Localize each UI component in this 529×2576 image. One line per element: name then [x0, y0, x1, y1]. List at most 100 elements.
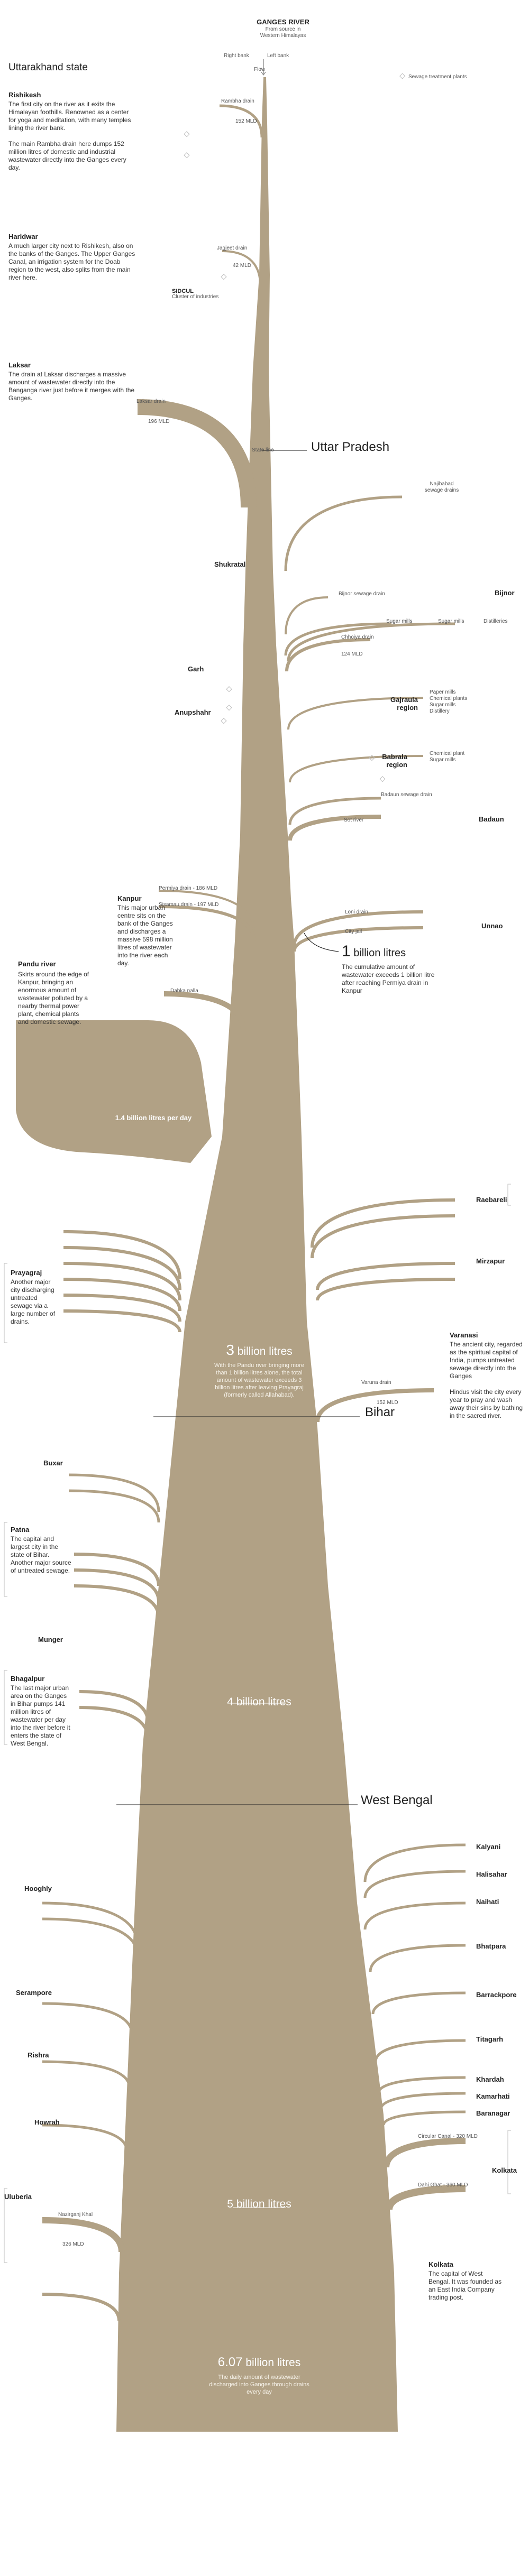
city-garh: Garh — [188, 665, 204, 673]
left-drain-25 — [42, 2293, 121, 2321]
city-kanpur-desc: This major urban centre sits on the bank… — [117, 904, 173, 967]
total-3-billion-num: 3 — [226, 1342, 234, 1358]
state-west-bengal: West Bengal — [361, 1793, 433, 1807]
total-3-billion: 3 billion litres — [201, 1342, 317, 1358]
graphic-subtitle: From source in Western Himalayas — [260, 26, 306, 39]
treatment-plant-icon-2 — [221, 274, 227, 280]
city-bracket-4 — [507, 1184, 511, 1206]
total-1-billion: 1 billion litres — [342, 943, 406, 960]
right-drain-7 — [288, 797, 381, 825]
city-prayagraj: Prayagraj — [11, 1269, 42, 1277]
treatment-plant-icon — [399, 73, 406, 79]
badaun-drain-label: Badaun sewage drain — [381, 792, 432, 798]
city-titagarh: Titagarh — [476, 2035, 504, 2043]
left-drain-4 — [158, 905, 256, 941]
dabka-nalla-label: Dabka nalla — [170, 988, 198, 994]
total-final: 6.07 billion litres — [196, 2356, 323, 2369]
right-drain-20 — [371, 1991, 466, 2015]
rambha-drain-label: Rambha drain — [221, 98, 254, 104]
region-babrala: Babrala region — [382, 753, 407, 769]
right-drain-4 — [285, 638, 371, 672]
city-kamarhati: Kamarhati — [476, 2092, 510, 2100]
city-munger: Munger — [38, 1636, 63, 1644]
total-final-num: 6.07 — [217, 2355, 243, 2369]
total-final-desc: The daily amount of wastewater discharge… — [209, 2374, 309, 2395]
right-drain-25 — [383, 2138, 466, 2168]
right-drain-23 — [379, 2092, 466, 2110]
right-drain-15 — [315, 1388, 434, 1423]
city-patna-desc: The capital and largest city in the stat… — [11, 1535, 71, 1574]
left-drain-9 — [63, 1278, 181, 1312]
pandu-river-desc: Skirts around the edge of Kanpur, bringi… — [18, 971, 89, 1026]
chhoiya-drain-label: Chhoiya drain — [341, 634, 374, 640]
permiya-drain-label: Permiya drain - 186 MLD — [159, 885, 218, 891]
city-laksar-desc: The drain at Laksar discharges a massive… — [8, 371, 135, 402]
jagjeet-drain-label: Jagjeet drain — [217, 245, 248, 251]
city-howrah: Uluberia — [4, 2193, 32, 2201]
city-unnao: Unnao — [481, 922, 503, 930]
left-drain-13 — [68, 1489, 160, 1523]
right-drain-1 — [285, 596, 329, 635]
right-drain-22 — [377, 2076, 466, 2094]
flow-arrow-head-icon — [261, 71, 266, 76]
river-trunk — [116, 77, 398, 2432]
left-drain-11 — [63, 1309, 181, 1333]
left-drain-21 — [42, 2002, 134, 2036]
right-drain-19 — [369, 1944, 466, 1972]
city-hooghly: Hooghly — [24, 1885, 52, 1892]
city-kolkata-desc: The capital of West Bengal. It was found… — [428, 2270, 502, 2301]
right-drain-18 — [363, 1901, 466, 1930]
pandu-river: Pandu river — [18, 960, 56, 968]
city-barrackpore: Barrackpore — [476, 1991, 517, 1999]
right-drain-17 — [363, 1870, 466, 1898]
total-3-billion-unit: billion litres — [234, 1345, 293, 1358]
sidcul-label: SIDCUL — [172, 288, 194, 294]
city-bhatpara: Bhatpara — [476, 1942, 506, 1950]
chhoiya-drain-flow: 124 MLD — [341, 651, 363, 657]
treatment-plant-icon-5 — [221, 718, 227, 724]
legend-left-bank: Left bank — [267, 53, 289, 59]
city-bracket-5 — [507, 2130, 511, 2194]
left-drain-3 — [158, 890, 255, 931]
left-drain-19 — [42, 1901, 139, 1946]
total-1-billion-unit: billion litres — [350, 947, 406, 959]
total-5-billion: 5 billion litres — [201, 2198, 317, 2211]
right-drain-16 — [363, 1843, 466, 1882]
pandu-river-flow — [16, 1020, 212, 1163]
distilleries-label: Distilleries — [484, 618, 508, 624]
treatment-plant-icon-0 — [184, 131, 190, 137]
babrala-industry-label: Chemical plant Sugar mills — [430, 751, 465, 763]
city-bijnor: Bijnor — [495, 589, 515, 597]
right-drain-3 — [287, 622, 455, 661]
jagjeet-drain-flow: 42 MLD — [233, 263, 252, 269]
sugar-mills-label-2: Sugar mills — [438, 618, 464, 624]
legend-right-bank: Right bank — [224, 53, 249, 59]
total-4-billion: 4 billion litres — [201, 1696, 317, 1709]
left-drain-12 — [68, 1473, 160, 1512]
right-drain-8 — [288, 815, 381, 841]
laksar-drain-label: Laksar drain — [136, 399, 166, 404]
total-1-billion-num: 1 — [342, 943, 351, 960]
city-bally: Howrah — [34, 2118, 60, 2126]
right-drain-24 — [382, 2110, 466, 2126]
najibabad-drains-label: Najibabad sewage drains — [424, 481, 459, 493]
city-haridwar-desc: A much larger city next to Rishikesh, al… — [8, 242, 135, 281]
city-mirzapur: Mirzapur — [476, 1257, 505, 1265]
city-jail-label: City jail — [345, 929, 362, 935]
city-raebareli: Raebareli — [476, 1196, 507, 1204]
city-halisahar: Halisahar — [476, 1870, 507, 1878]
legend-stp: Sewage treatment plants — [408, 74, 467, 80]
sot-river-label: Sot river — [344, 817, 364, 823]
city-bracket-1 — [4, 1522, 7, 1597]
city-buxar: Buxar — [43, 1459, 63, 1467]
left-drain-7 — [63, 1246, 181, 1290]
state-line-label: State line — [252, 447, 274, 453]
city-bracket-0 — [4, 1263, 7, 1343]
right-drain-9 — [293, 910, 424, 947]
left-drain-17 — [79, 1690, 150, 1724]
city-shukratal: Shukratal — [214, 560, 246, 568]
right-drain-21 — [374, 2039, 466, 2062]
city-rishra: Rishra — [28, 2051, 49, 2059]
